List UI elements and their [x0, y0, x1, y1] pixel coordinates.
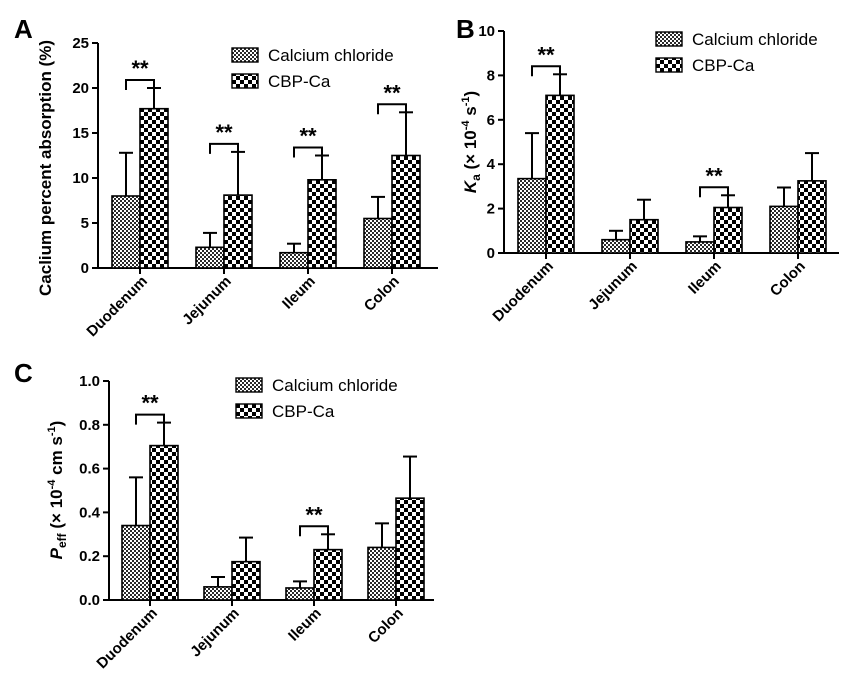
- panel-c-significance-label: **: [141, 391, 159, 416]
- panel-a-x-tick-label: Duodenum: [83, 273, 150, 340]
- panel-c-y-tick-label: 1.0: [79, 373, 100, 390]
- panel-b-legend-label: Calcium chloride: [692, 30, 818, 49]
- panel-c-bar-calcium-chloride: [367, 546, 397, 601]
- panel-a-bar-calcium-chloride: [279, 251, 309, 269]
- panel-a-significance-bracket: [209, 142, 239, 154]
- panel-b-x-tick-label: Duodenum: [489, 258, 556, 325]
- panel-b: B Ka (× 10-4 s-1) 0 2 4 6 8 10 Duodenum ** Jejun…: [456, 14, 839, 325]
- panel-a-x-tick-label: Colon: [361, 273, 403, 315]
- panel-a-bar-cbp-ca: [223, 194, 253, 269]
- panel-a-bar-calcium-chloride: [111, 195, 141, 269]
- panel-b-bar-calcium-chloride: [601, 238, 631, 254]
- panel-c: C Peff (× 10-4 cm s-1) 0.0 0.2 0.4 0.6 0.8 1.…: [14, 358, 434, 672]
- panel-a-bar-cbp-ca: [139, 107, 169, 269]
- panel-a-legend-swatch: [231, 47, 259, 63]
- panel-a-bar-cbp-ca: [391, 154, 421, 269]
- panel-c-bar-cbp-ca: [395, 497, 425, 601]
- panel-b-bar-cbp-ca: [713, 206, 743, 254]
- panel-b-bar-cbp-ca: [629, 218, 659, 254]
- panel-a-significance-bracket: [125, 79, 155, 90]
- panel-c-bar-calcium-chloride: [203, 586, 233, 601]
- panel-c-y-axis-label: Peff (× 10-4 cm s-1): [46, 421, 69, 560]
- panel-a-y-tick-label: 10: [72, 170, 89, 187]
- panel-c-legend-label: CBP-Ca: [272, 402, 335, 421]
- panel-a: A Caclium percent absorption (%) 0 5 10 15 2…: [14, 14, 438, 340]
- panel-b-x-tick-label: Colon: [767, 258, 809, 300]
- panel-a-letter: A: [14, 14, 33, 44]
- panel-b-y-tick-label: 10: [478, 23, 495, 40]
- panel-c-significance-bracket: [135, 413, 165, 425]
- panel-b-bar-calcium-chloride: [769, 205, 799, 254]
- panel-c-y-tick-label: 0.2: [79, 548, 100, 565]
- panel-b-legend-swatch: [655, 31, 683, 47]
- panel-a-y-tick-label: 20: [72, 80, 89, 97]
- panel-c-y-tick-label: 0.4: [79, 504, 101, 521]
- panel-c-bar-calcium-chloride: [121, 524, 151, 601]
- panel-a-significance-label: **: [131, 56, 149, 81]
- panel-b-y-tick-label: 4: [487, 156, 496, 173]
- panel-a-y-tick-label: 0: [81, 260, 89, 277]
- panel-b-y-tick-label: 2: [487, 201, 495, 218]
- panel-a-x-tick-label: Ileum: [279, 273, 319, 313]
- panel-c-x-tick-label: Duodenum: [93, 605, 160, 672]
- panel-a-significance-label: **: [383, 80, 401, 105]
- panel-c-bar-cbp-ca: [313, 548, 343, 601]
- panel-c-x-tick-label: Jejunum: [187, 605, 243, 661]
- panel-b-x-tick-label: Ileum: [685, 258, 725, 298]
- panel-b-y-axis-label: Ka (× 10-4 s-1): [460, 91, 483, 193]
- panel-a-significance-bracket: [377, 103, 407, 115]
- panel-a-bar-calcium-chloride: [363, 217, 393, 269]
- panel-b-letter: B: [456, 14, 475, 44]
- panel-b-significance-bracket: [531, 65, 561, 77]
- panel-c-legend-label: Calcium chloride: [272, 376, 398, 395]
- panel-b-y-tick-label: 0: [487, 245, 495, 262]
- panel-c-y-tick-label: 0.8: [79, 417, 100, 434]
- panel-a-legend-swatch: [231, 73, 259, 89]
- panel-c-legend-swatch: [235, 377, 263, 393]
- panel-a-bar-cbp-ca: [307, 179, 337, 269]
- panel-c-bar-calcium-chloride: [285, 587, 315, 601]
- panel-c-y-tick-label: 0.6: [79, 461, 100, 478]
- panel-c-letter: C: [14, 358, 33, 388]
- panel-a-legend-label: Calcium chloride: [268, 46, 394, 65]
- panel-c-bar-cbp-ca: [149, 444, 179, 601]
- panel-b-bar-cbp-ca: [545, 94, 575, 254]
- panel-b-significance-label: **: [705, 163, 723, 188]
- panel-c-significance-label: **: [305, 502, 323, 527]
- panel-b-significance-bracket: [699, 186, 729, 198]
- panel-a-significance-bracket: [293, 146, 323, 158]
- panel-c-legend-swatch: [235, 403, 263, 419]
- panel-c-x-tick-label: Colon: [365, 605, 407, 647]
- panel-c-y-tick-label: 0.0: [79, 592, 100, 609]
- panel-b-y-tick-label: 8: [487, 67, 495, 84]
- panel-b-bar-calcium-chloride: [517, 177, 547, 254]
- panel-a-y-tick-label: 5: [81, 215, 89, 232]
- panel-b-x-tick-label: Jejunum: [585, 258, 641, 314]
- panel-a-significance-label: **: [215, 120, 233, 145]
- panel-b-legend-label: CBP-Ca: [692, 56, 755, 75]
- panel-c-significance-bracket: [299, 525, 329, 537]
- panel-a-y-tick-label: 25: [72, 35, 89, 52]
- panel-c-x-tick-label: Ileum: [285, 605, 325, 645]
- panel-a-significance-label: **: [299, 124, 317, 149]
- panel-c-bar-cbp-ca: [231, 560, 261, 601]
- panel-b-bar-cbp-ca: [797, 180, 827, 254]
- panel-a-y-tick-label: 15: [72, 125, 89, 142]
- panel-b-significance-label: **: [537, 42, 555, 67]
- panel-b-legend-swatch: [655, 57, 683, 73]
- panel-a-y-axis-label: Caclium percent absorption (%): [36, 40, 55, 296]
- panel-a-legend-label: CBP-Ca: [268, 72, 331, 91]
- panel-b-bar-calcium-chloride: [685, 241, 715, 254]
- panel-b-y-tick-label: 6: [487, 112, 495, 129]
- panel-a-x-tick-label: Jejunum: [179, 273, 235, 329]
- panel-a-bar-calcium-chloride: [195, 246, 225, 269]
